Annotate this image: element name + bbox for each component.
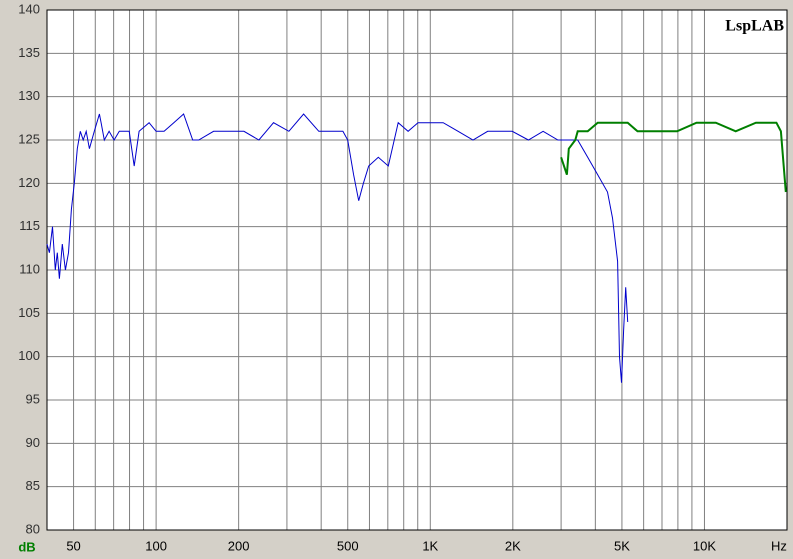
y-tick-label: 110 — [19, 261, 40, 276]
x-tick-label: 100 — [145, 538, 167, 553]
x-axis-label: Hz — [771, 538, 787, 553]
y-tick-label: 125 — [18, 131, 40, 146]
plot-frame — [46, 9, 788, 531]
x-tick-label: 10K — [693, 538, 716, 553]
y-tick-label: 135 — [18, 45, 40, 60]
y-tick-label: 130 — [18, 88, 40, 103]
series-line — [46, 113, 629, 383]
x-tick-label: 5K — [614, 538, 630, 553]
y-tick-label: 120 — [18, 175, 40, 190]
y-tick-label: 95 — [26, 391, 40, 406]
series-line — [560, 121, 787, 193]
y-tick-label: 105 — [18, 305, 40, 320]
y-tick-label: 85 — [26, 478, 40, 493]
y-tick-label: 90 — [26, 435, 40, 450]
y-tick-label: 100 — [18, 348, 40, 363]
y-tick-label: 115 — [19, 218, 40, 233]
x-tick-label: 50 — [66, 538, 80, 553]
x-tick-label: 2K — [505, 538, 521, 553]
watermark: LspLAB — [725, 18, 784, 35]
y-tick-label: 80 — [26, 521, 40, 536]
x-tick-label: 1K — [422, 538, 438, 553]
x-tick-label: 200 — [228, 538, 250, 553]
x-tick-label: 500 — [337, 538, 359, 553]
y-axis-label: dB — [18, 539, 35, 554]
y-tick-label: 140 — [18, 1, 40, 16]
